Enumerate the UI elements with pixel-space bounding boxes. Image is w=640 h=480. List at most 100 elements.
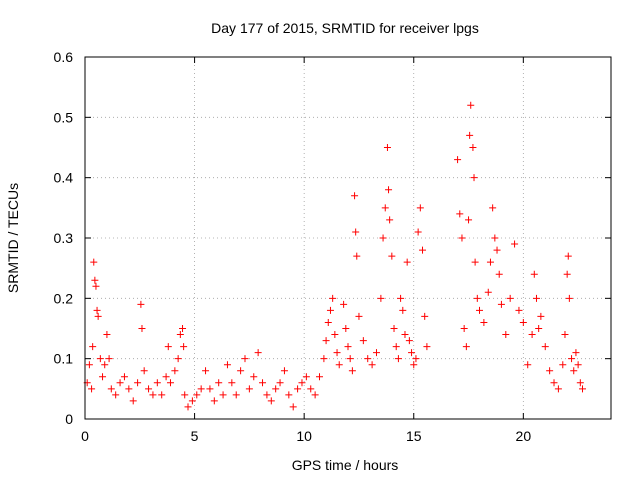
data-point [576, 379, 584, 387]
data-point [324, 318, 332, 326]
data-point [495, 270, 503, 278]
y-tick-label: 0.6 [54, 49, 74, 65]
data-point [546, 367, 554, 375]
data-point [320, 355, 328, 363]
data-point [515, 306, 523, 314]
data-point [565, 294, 573, 302]
data-point [263, 391, 271, 399]
data-point [537, 312, 545, 320]
data-point [134, 379, 142, 387]
data-point [99, 373, 107, 381]
axis-ticks [84, 56, 611, 420]
data-point [179, 325, 187, 332]
data-point [289, 403, 297, 411]
data-point [458, 234, 466, 242]
data-point [206, 385, 214, 393]
data-point [103, 331, 111, 339]
data-point [480, 318, 488, 326]
data-point [388, 252, 396, 260]
data-point [210, 397, 218, 405]
data-point [215, 379, 223, 387]
data-point [259, 379, 267, 387]
data-point [335, 361, 343, 369]
data-point [403, 258, 411, 266]
data-point [532, 294, 540, 302]
data-point [340, 300, 348, 308]
data-point [550, 379, 558, 387]
data-point [470, 174, 478, 182]
data-point [559, 361, 567, 369]
data-point [232, 391, 240, 399]
data-point [528, 331, 536, 339]
data-point [223, 361, 231, 369]
data-point [91, 276, 99, 284]
grid [85, 57, 611, 419]
data-point [105, 355, 113, 363]
data-point [372, 349, 380, 357]
y-tick-label: 0.4 [54, 170, 74, 186]
data-point [348, 367, 356, 375]
x-tick-label: 0 [81, 428, 89, 444]
data-point [302, 373, 310, 381]
data-point [88, 385, 96, 393]
data-point [462, 343, 470, 351]
data-point [368, 361, 376, 369]
data-point [176, 331, 184, 339]
data-point [519, 318, 527, 326]
y-tick-label: 0.5 [54, 109, 74, 125]
data-point [245, 385, 253, 393]
data-point [219, 391, 227, 399]
data-point [460, 325, 468, 332]
data-point [454, 156, 462, 164]
data-point [329, 294, 337, 302]
data-point [331, 331, 339, 339]
data-point [237, 367, 245, 375]
data-point [107, 385, 115, 393]
data-point [506, 294, 514, 302]
data-point [423, 343, 431, 351]
data-point [379, 234, 387, 242]
data-point [497, 300, 505, 308]
y-tick-label: 0 [65, 411, 73, 427]
data-point [574, 361, 582, 369]
x-tick-label: 5 [191, 428, 199, 444]
x-tick-label: 15 [406, 428, 422, 444]
data-point [267, 397, 275, 405]
data-point [410, 361, 418, 369]
data-point [241, 355, 249, 363]
data-point [524, 361, 532, 369]
data-point [414, 228, 422, 236]
data-point [307, 385, 315, 393]
y-tick-label: 0.2 [54, 290, 74, 306]
data-point [164, 343, 172, 351]
data-point [184, 403, 192, 411]
data-point [285, 391, 293, 399]
data-point [137, 300, 145, 308]
data-point [197, 385, 205, 393]
data-point [377, 294, 385, 302]
data-point [272, 385, 280, 393]
data-point [392, 343, 400, 351]
data-point [250, 373, 258, 381]
data-point [138, 325, 146, 332]
data-point [465, 216, 473, 224]
data-point [352, 228, 360, 236]
data-point [359, 337, 367, 345]
data-point [311, 391, 319, 399]
data-point [394, 355, 402, 363]
data-point [535, 325, 543, 332]
data-point [355, 312, 363, 320]
data-point [171, 367, 179, 375]
data-point [473, 294, 481, 302]
data-point [390, 325, 398, 332]
data-point [89, 343, 97, 351]
data-point [140, 367, 148, 375]
data-point [579, 385, 587, 393]
data-point [129, 397, 137, 405]
data-point [530, 270, 538, 278]
data-point [397, 294, 405, 302]
data-point [101, 361, 109, 369]
data-point [408, 349, 416, 357]
data-points [83, 101, 587, 411]
